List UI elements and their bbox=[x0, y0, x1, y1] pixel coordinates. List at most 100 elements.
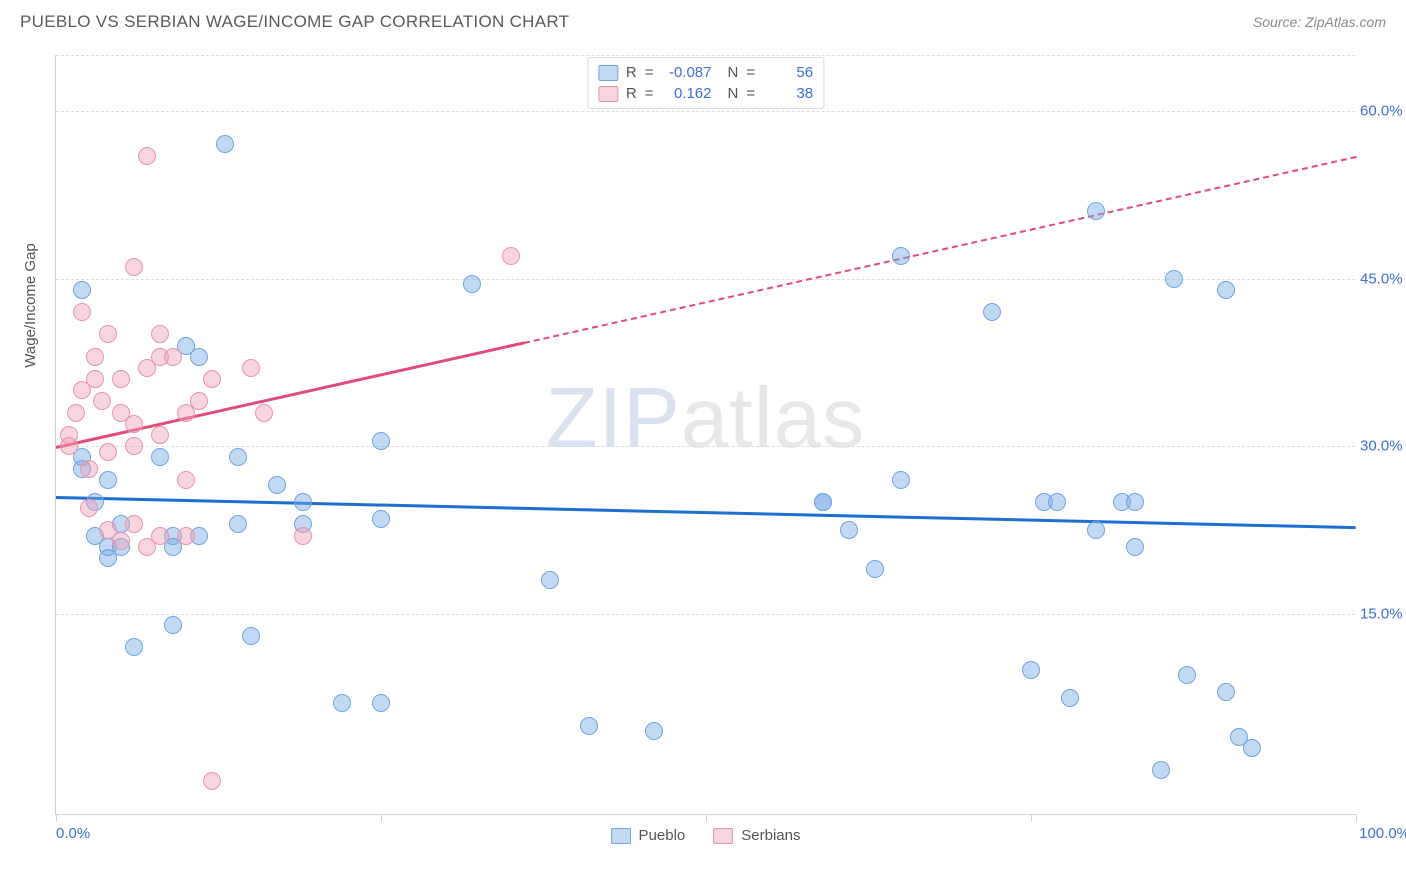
r-label: R bbox=[626, 64, 637, 81]
chart-plot-area: ZIPatlas 0.0% 100.0% 15.0%30.0%45.0%60.0… bbox=[55, 55, 1355, 815]
data-point bbox=[125, 638, 143, 656]
data-point bbox=[372, 432, 390, 450]
grid-line bbox=[56, 446, 1355, 447]
legend-swatch bbox=[611, 828, 631, 844]
data-point bbox=[983, 303, 1001, 321]
data-point bbox=[840, 521, 858, 539]
data-point bbox=[1022, 661, 1040, 679]
data-point bbox=[203, 772, 221, 790]
data-point bbox=[242, 627, 260, 645]
data-point bbox=[866, 560, 884, 578]
watermark: ZIPatlas bbox=[546, 370, 866, 468]
series-legend-item: Serbians bbox=[713, 827, 800, 844]
data-point bbox=[229, 448, 247, 466]
data-point bbox=[580, 717, 598, 735]
x-tick bbox=[56, 814, 57, 822]
data-point bbox=[151, 325, 169, 343]
data-point bbox=[60, 437, 78, 455]
data-point bbox=[80, 499, 98, 517]
series-legend-label: Pueblo bbox=[639, 827, 686, 844]
data-point bbox=[80, 460, 98, 478]
legend-swatch bbox=[598, 86, 618, 102]
data-point bbox=[177, 471, 195, 489]
data-point bbox=[73, 303, 91, 321]
grid-line bbox=[56, 614, 1355, 615]
chart-header: PUEBLO VS SERBIAN WAGE/INCOME GAP CORREL… bbox=[20, 12, 1386, 32]
data-point bbox=[229, 515, 247, 533]
watermark-part2: atlas bbox=[681, 371, 866, 466]
data-point bbox=[372, 694, 390, 712]
x-tick bbox=[706, 814, 707, 822]
trend-line bbox=[56, 496, 1356, 529]
x-axis-max-label: 100.0% bbox=[1359, 825, 1406, 842]
y-tick-label: 45.0% bbox=[1360, 270, 1406, 287]
correlation-legend-row: R=-0.087N=56 bbox=[598, 62, 813, 83]
data-point bbox=[67, 404, 85, 422]
r-label: R bbox=[626, 85, 637, 102]
data-point bbox=[216, 135, 234, 153]
data-point bbox=[242, 359, 260, 377]
data-point bbox=[86, 348, 104, 366]
data-point bbox=[164, 616, 182, 634]
data-point bbox=[255, 404, 273, 422]
data-point bbox=[190, 348, 208, 366]
data-point bbox=[372, 510, 390, 528]
data-point bbox=[1152, 761, 1170, 779]
data-point bbox=[1243, 739, 1261, 757]
trend-line bbox=[524, 156, 1356, 344]
data-point bbox=[1165, 270, 1183, 288]
data-point bbox=[99, 471, 117, 489]
x-tick bbox=[1031, 814, 1032, 822]
data-point bbox=[1178, 666, 1196, 684]
data-point bbox=[1087, 521, 1105, 539]
n-value: 56 bbox=[763, 64, 813, 81]
legend-swatch bbox=[598, 65, 618, 81]
data-point bbox=[814, 493, 832, 511]
data-point bbox=[1087, 202, 1105, 220]
data-point bbox=[99, 325, 117, 343]
data-point bbox=[112, 370, 130, 388]
grid-line bbox=[56, 279, 1355, 280]
series-legend: Pueblo Serbians bbox=[611, 827, 801, 844]
data-point bbox=[125, 258, 143, 276]
data-point bbox=[892, 471, 910, 489]
data-point bbox=[125, 437, 143, 455]
data-point bbox=[112, 532, 130, 550]
series-legend-label: Serbians bbox=[741, 827, 800, 844]
y-tick-label: 30.0% bbox=[1360, 438, 1406, 455]
data-point bbox=[164, 348, 182, 366]
data-point bbox=[463, 275, 481, 293]
data-point bbox=[333, 694, 351, 712]
watermark-part1: ZIP bbox=[546, 371, 681, 466]
trend-line bbox=[56, 342, 525, 450]
correlation-legend: R=-0.087N=56R=0.162N=38 bbox=[587, 57, 824, 109]
grid-line bbox=[56, 111, 1355, 112]
data-point bbox=[502, 247, 520, 265]
y-tick-label: 15.0% bbox=[1360, 605, 1406, 622]
chart-title: PUEBLO VS SERBIAN WAGE/INCOME GAP CORREL… bbox=[20, 12, 569, 32]
data-point bbox=[203, 370, 221, 388]
legend-swatch bbox=[713, 828, 733, 844]
r-value: 0.162 bbox=[662, 85, 712, 102]
y-tick-label: 60.0% bbox=[1360, 102, 1406, 119]
chart-source: Source: ZipAtlas.com bbox=[1253, 14, 1386, 30]
data-point bbox=[892, 247, 910, 265]
data-point bbox=[294, 527, 312, 545]
n-label: N bbox=[728, 64, 739, 81]
data-point bbox=[294, 493, 312, 511]
data-point bbox=[177, 527, 195, 545]
data-point bbox=[1061, 689, 1079, 707]
data-point bbox=[86, 370, 104, 388]
x-tick bbox=[1356, 814, 1357, 822]
y-axis-label: Wage/Income Gap bbox=[22, 243, 39, 368]
n-value: 38 bbox=[763, 85, 813, 102]
data-point bbox=[73, 281, 91, 299]
data-point bbox=[1217, 683, 1235, 701]
x-axis-min-label: 0.0% bbox=[56, 825, 90, 842]
data-point bbox=[138, 147, 156, 165]
data-point bbox=[1126, 538, 1144, 556]
r-value: -0.087 bbox=[662, 64, 712, 81]
data-point bbox=[1126, 493, 1144, 511]
x-tick bbox=[381, 814, 382, 822]
data-point bbox=[93, 392, 111, 410]
